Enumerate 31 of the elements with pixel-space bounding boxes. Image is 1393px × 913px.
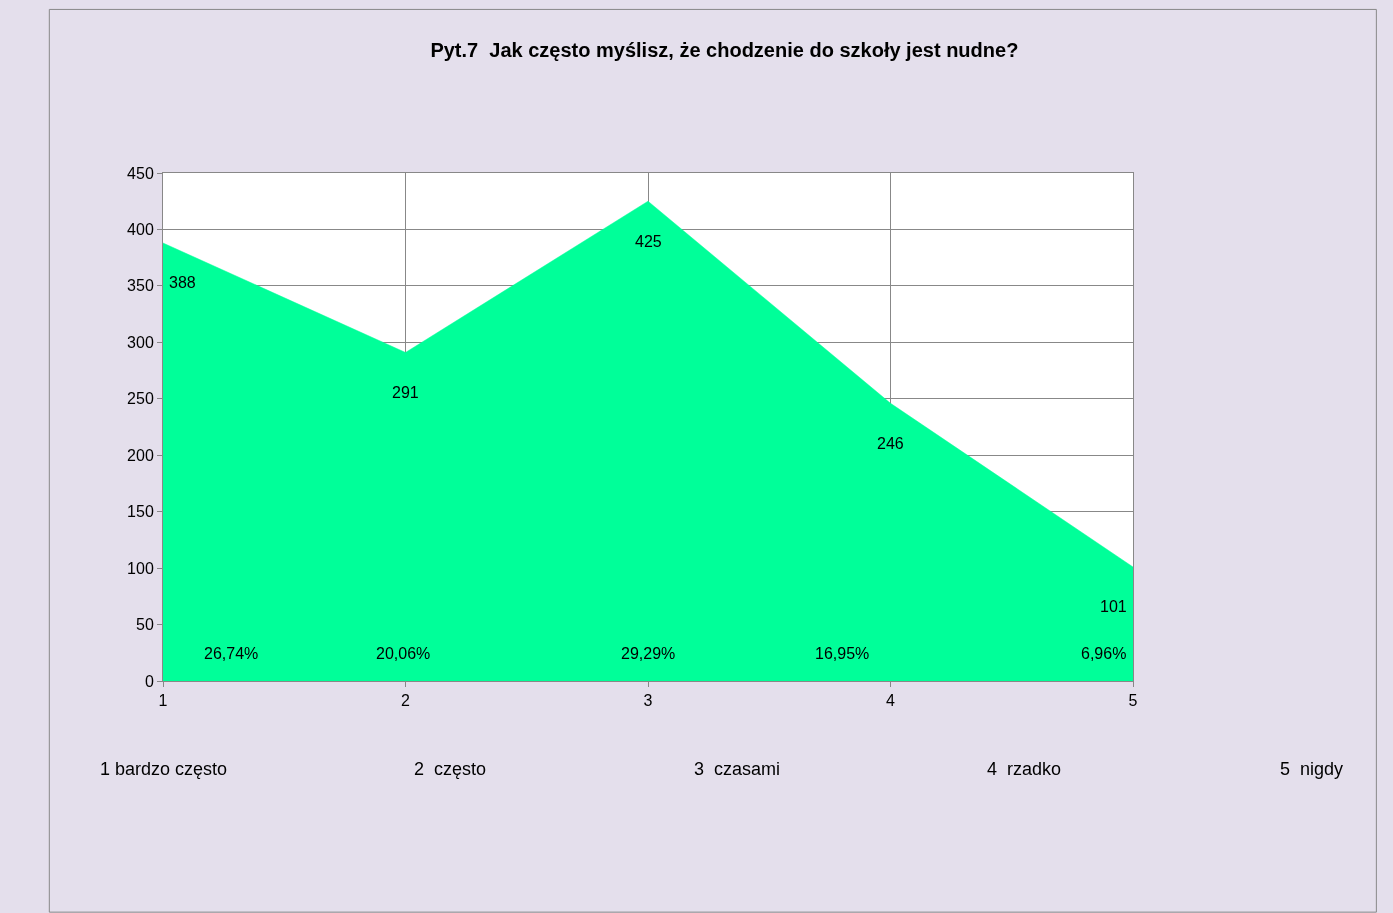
data-label: 291 [392, 384, 419, 401]
data-label: 101 [1100, 598, 1127, 615]
y-tick-label: 50 [136, 616, 154, 634]
annotation: 16,95% [815, 645, 870, 662]
y-tick-label: 400 [127, 221, 154, 239]
text: 5 nigdy [1280, 759, 1344, 779]
x-tick-label: 3 [643, 692, 653, 710]
y-tick-label: 450 [127, 164, 154, 182]
y-tick-label: 150 [127, 503, 154, 521]
y-tick-label: 350 [127, 277, 154, 295]
y-tick-label: 100 [127, 559, 154, 577]
chart-title: Pyt.7 Jak często myślisz, że chodzenie do szkoły jest nudne? [430, 39, 1019, 62]
y-tick-label: 0 [144, 672, 154, 690]
data-label: 425 [635, 233, 662, 250]
y-tick-label: 300 [127, 333, 154, 351]
annotation: 6,96% [1081, 645, 1127, 662]
data-label: 388 [169, 274, 196, 291]
y-tick-label: 250 [127, 390, 154, 408]
x-tick-label: 4 [886, 692, 896, 710]
x-tick-label: 1 [158, 692, 168, 710]
y-tick-label: 200 [127, 446, 154, 464]
annotation: 20,06% [376, 645, 431, 662]
text: 3 czasami [694, 759, 781, 779]
annotation: 29,29% [621, 645, 676, 662]
text: 2 często [414, 759, 487, 779]
text: 4 rzadko [987, 759, 1062, 779]
x-tick-label: 5 [1128, 692, 1138, 710]
x-tick-label: 2 [401, 692, 411, 710]
text: 1 bardzo często [100, 759, 228, 779]
data-label: 246 [877, 435, 904, 452]
annotation: 26,74% [204, 645, 259, 662]
